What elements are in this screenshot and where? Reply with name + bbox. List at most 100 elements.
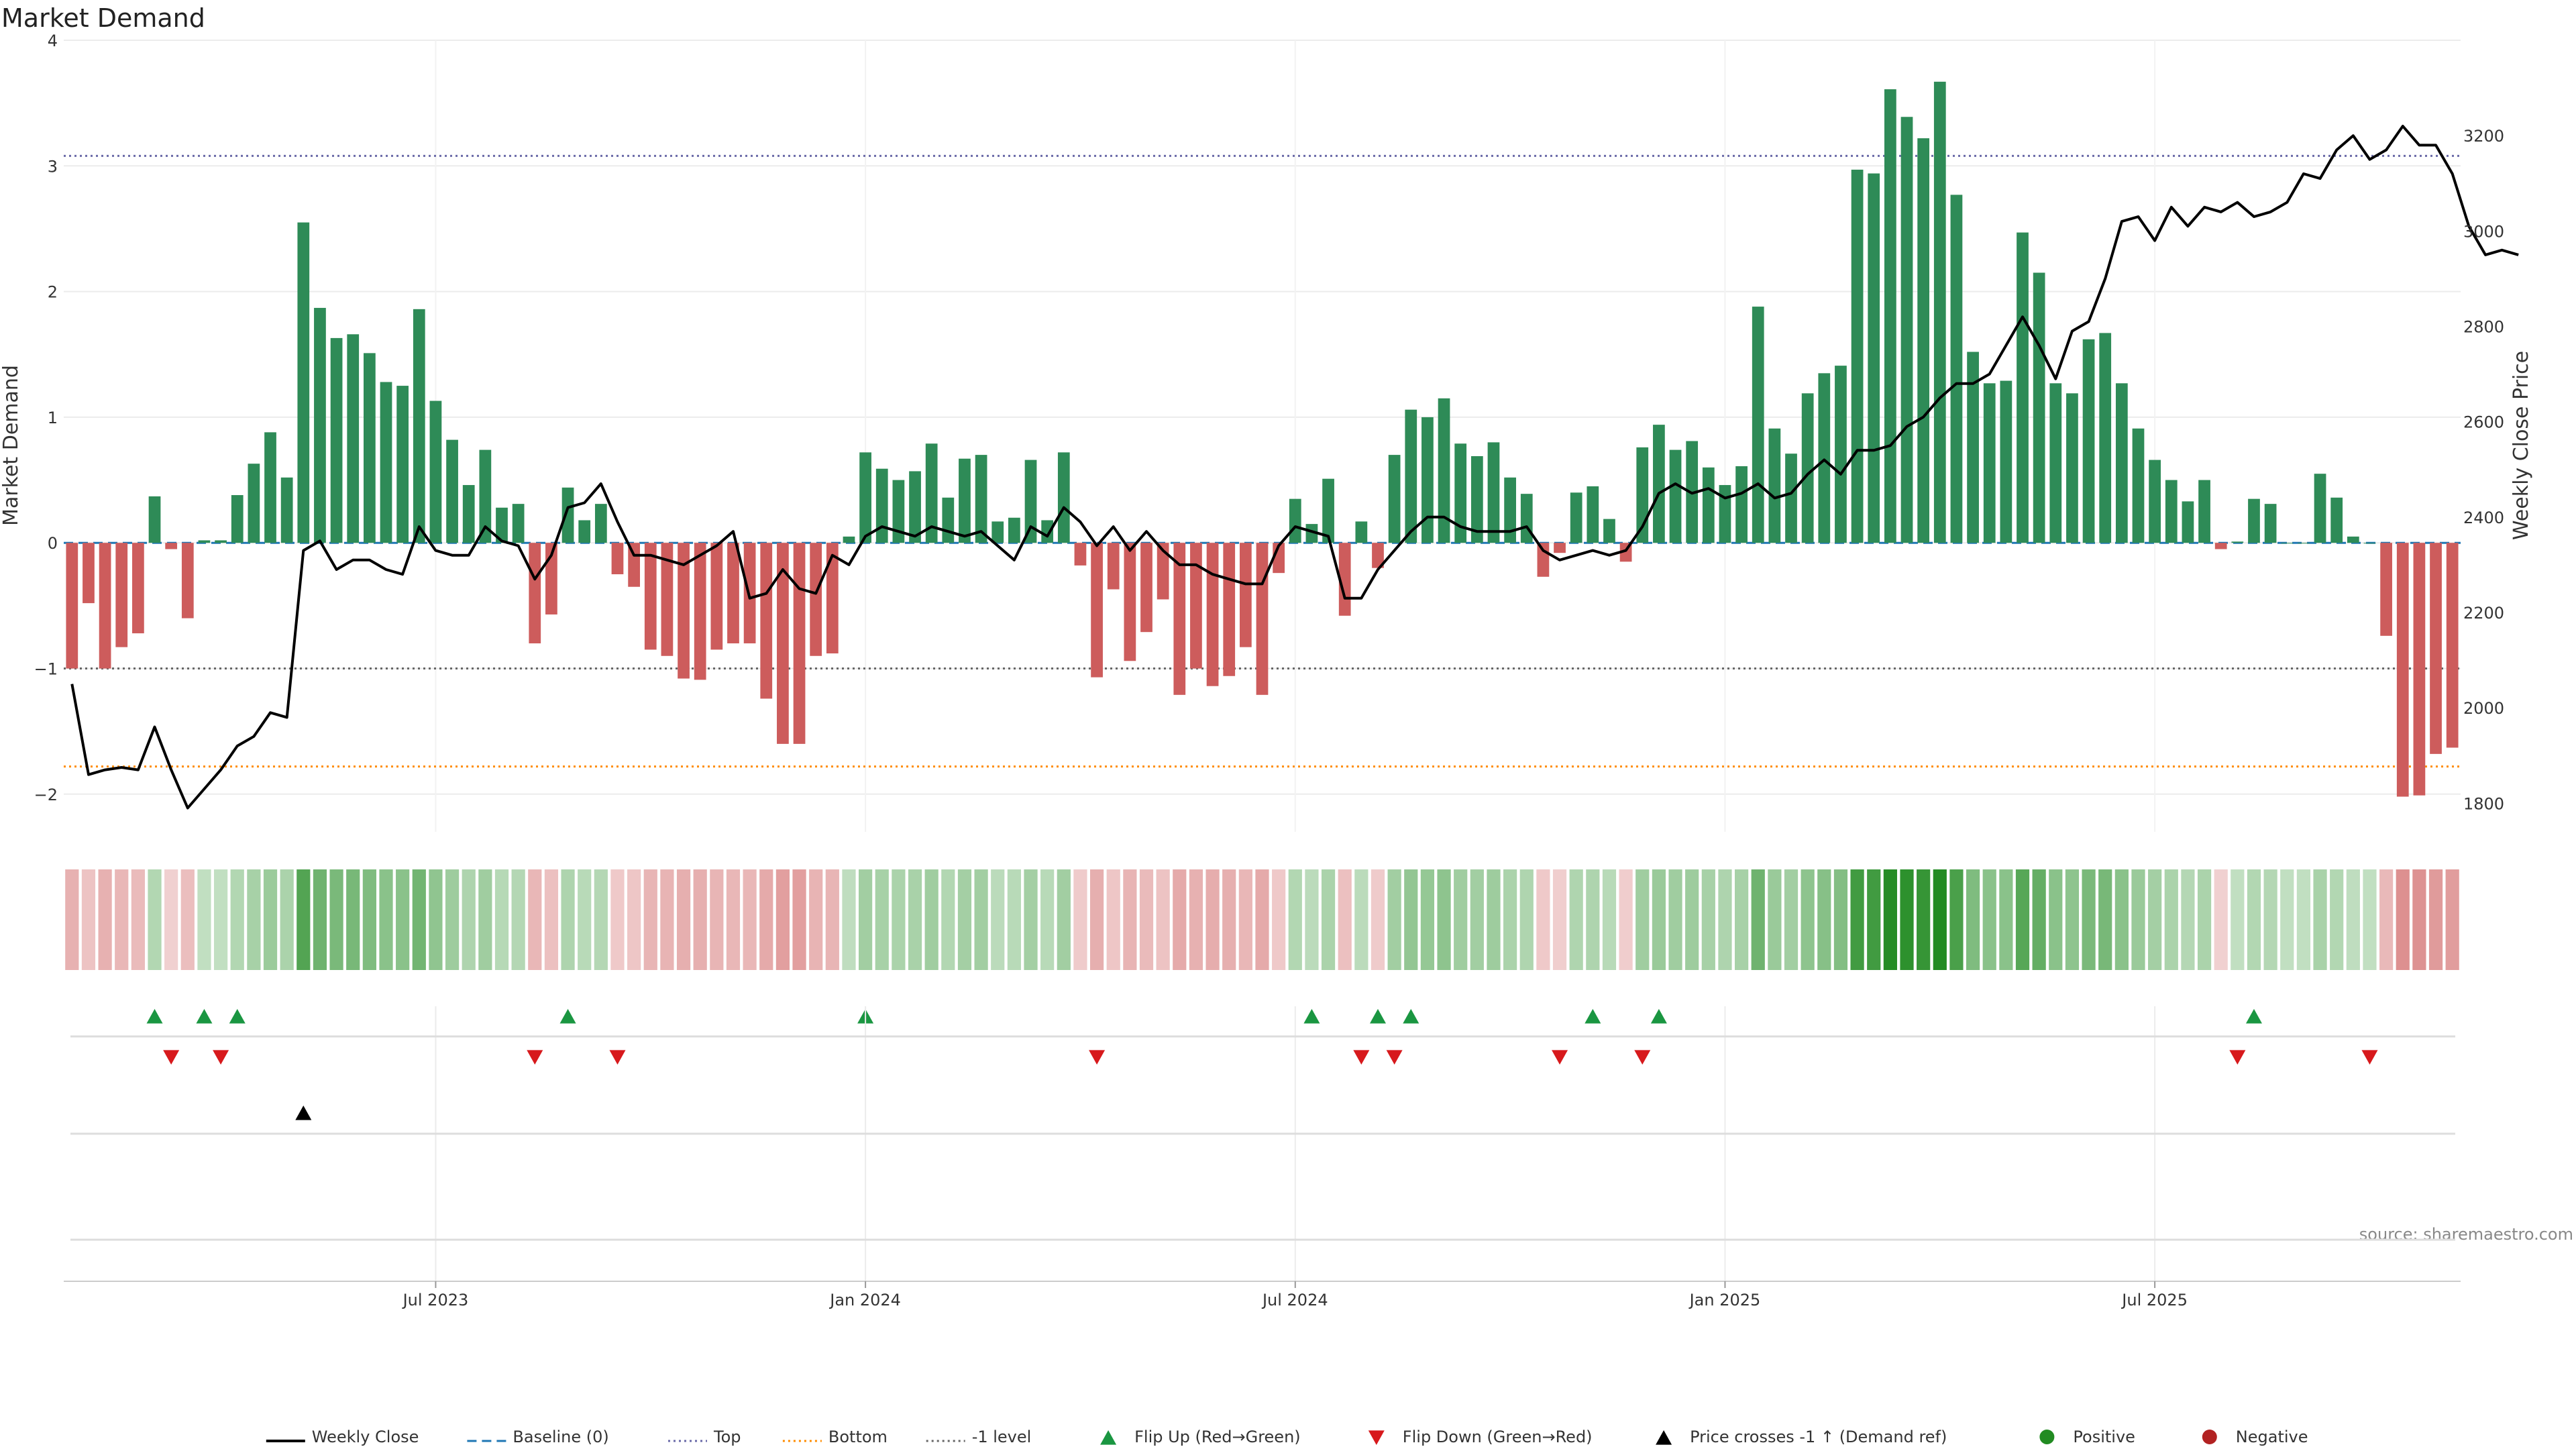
y-tick-label: 1 [48,409,58,427]
strip-cell-positive [1057,869,1071,970]
strip-cell-positive [429,869,443,970]
strip-cell-positive [2313,869,2327,970]
demand-bar-positive [1768,428,1781,543]
strip-cell-positive [2164,869,2178,970]
strip-cell-positive [1801,869,1815,970]
legend-swatch [2202,1430,2217,1444]
demand-bar-positive [1868,173,1880,543]
demand-bar-negative [1173,543,1186,695]
demand-bar-negative [826,543,839,654]
strip-cell-positive [1321,869,1336,970]
flip-up-marker [559,1009,576,1024]
y-tick-label: 2 [48,283,58,302]
strip-cell-negative [1238,869,1252,970]
demand-bar-positive [1983,383,1996,543]
strip-cell-positive [148,869,162,970]
demand-bar-positive [1421,417,1434,543]
demand-bar-negative [793,543,806,744]
demand-bar-positive [2248,498,2260,543]
strip-cell-negative [1073,869,1087,970]
legend-item: Top [668,1428,741,1446]
demand-bar-positive [198,540,211,543]
demand-bar-positive [2017,232,2029,543]
y-tick-label: 0 [48,534,58,553]
demand-bar-negative [2214,543,2227,549]
strip-cell-positive [2363,869,2377,970]
demand-bar-positive [2264,504,2277,543]
demand-bar-positive [1933,81,1946,543]
demand-bars [66,81,2459,797]
y-tick-label: 3 [48,157,58,176]
demand-bar-positive [1289,498,1301,543]
legend-item: Price crosses -1 ↑ (Demand ref) [1656,1428,1947,1446]
demand-bar-negative [115,543,128,647]
strip-cell-positive [2346,869,2360,970]
strip-cell-negative [131,869,145,970]
strip-cell-positive [1454,869,1468,970]
demand-bar-positive [859,452,871,543]
demand-bar-negative [1107,543,1120,590]
strip-cell-negative [676,869,691,970]
demand-bar-positive [1752,307,1764,543]
demand-bar-positive [297,222,310,543]
strip-cell-positive [2131,869,2145,970]
demand-bar-positive [231,495,244,543]
demand-bar-positive [942,497,955,543]
legend-label: Positive [2073,1428,2135,1446]
demand-bar-negative [2430,543,2442,754]
demand-bar-positive [413,309,425,543]
y2-tick-label: 2600 [2463,413,2504,432]
strip-cell-positive [1519,869,1534,970]
demand-bar-positive [1735,466,1748,543]
strip-cell-negative [1552,869,1567,970]
flip-down-marker [1386,1050,1403,1065]
strip-cell-positive [1007,869,1021,970]
demand-bar-negative [66,543,78,669]
strip-cell-positive [494,869,509,970]
strip-cell-positive [578,869,592,970]
y2-tick-label: 2400 [2463,508,2504,527]
demand-bar-negative [2413,543,2426,796]
strip-cell-negative [2412,869,2426,970]
y-tick-label: 4 [48,32,58,50]
strip-cell-positive [2148,869,2162,970]
demand-bar-positive [2198,480,2210,543]
demand-bar-positive [2231,541,2244,543]
strip-cell-positive [2032,869,2046,970]
demand-bar-negative [1256,543,1269,695]
strip-cell-positive [561,869,575,970]
strip-cell-positive [1024,869,1038,970]
demand-bar-positive [561,487,574,543]
legend-item: Flip Down (Green→Red) [1368,1428,1593,1446]
strip-cell-positive [2065,869,2080,970]
strip-cell-positive [2197,869,2212,970]
demand-bar-positive [1305,524,1318,543]
demand-bar-negative [1537,543,1550,577]
demand-bar-positive [1570,492,1582,543]
y-tick-label: −2 [34,786,58,804]
strip-cell-negative [710,869,724,970]
flip-down-marker [163,1050,180,1065]
demand-bar-positive [264,432,276,543]
demand-bar-positive [2049,383,2062,543]
demand-bar-positive [347,334,360,543]
strip-cell-positive [346,869,360,970]
strip-cell-positive [412,869,426,970]
demand-bar-negative [727,543,739,644]
demand-bar-positive [1470,455,1483,543]
x-tick-label: Jul 2024 [1261,1291,1328,1309]
strip-cell-positive [2114,869,2129,970]
demand-bar-negative [777,543,789,744]
demand-bar-negative [694,543,706,680]
strip-cell-negative [660,869,674,970]
demand-bar-negative [529,543,541,644]
strip-cell-negative [1272,869,1286,970]
strip-cell-positive [230,869,244,970]
event-markers [146,1009,2378,1120]
weekly-close-line [70,125,2519,810]
demand-bar-positive [1487,442,1500,543]
strip-cell-negative [65,869,79,970]
demand-bar-positive [215,540,227,543]
strip-cell-positive [1833,869,1848,970]
